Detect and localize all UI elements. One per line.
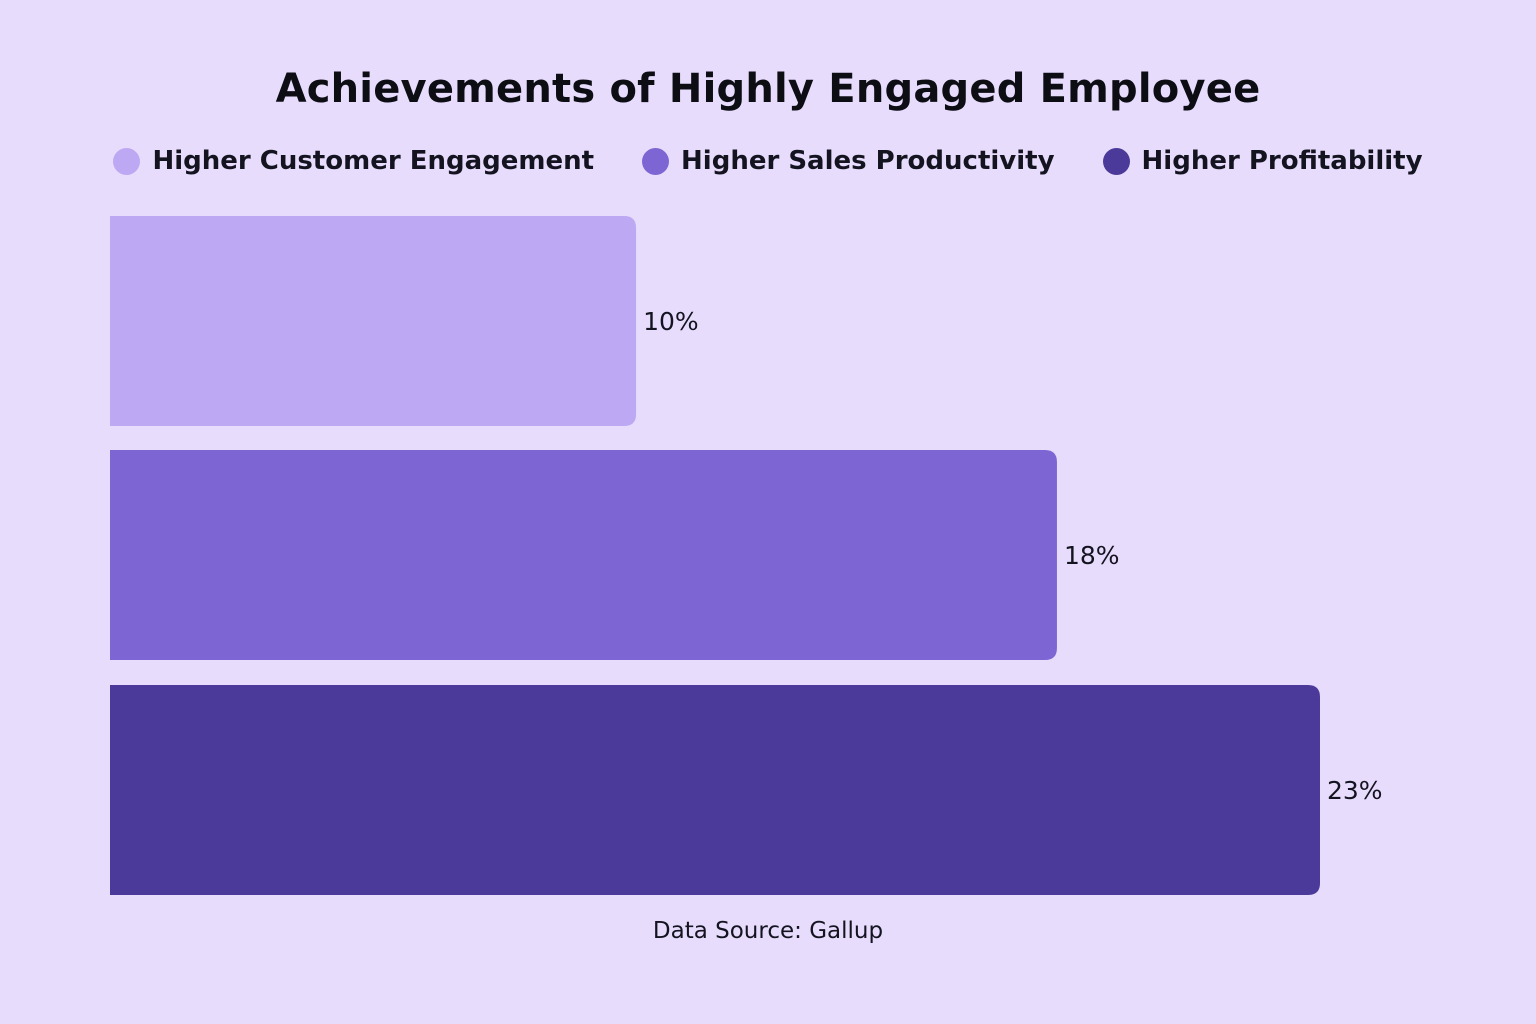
legend-swatch-customer-engagement (113, 147, 141, 175)
legend-swatch-sales-productivity (642, 147, 670, 175)
data-label-profitability: 23% (1327, 776, 1383, 805)
chart-title: Achievements of Highly Engaged Employee (275, 66, 1261, 112)
bar-sales-productivity (110, 450, 1057, 660)
legend-label-sales-productivity: Higher Sales Productivity (681, 146, 1055, 176)
legend-item-sales-productivity: Higher Sales Productivity (642, 146, 1055, 176)
data-source-note: Data Source: Gallup (652, 918, 884, 944)
data-label-sales-productivity: 18% (1064, 541, 1120, 570)
chart-legend: Higher Customer Engagement Higher Sales … (0, 146, 1536, 176)
legend-item-profitability: Higher Profitability (1102, 146, 1423, 176)
legend-swatch-profitability (1102, 147, 1130, 175)
legend-label-customer-engagement: Higher Customer Engagement (152, 146, 595, 176)
legend-item-customer-engagement: Higher Customer Engagement (113, 146, 594, 176)
legend-label-profitability: Higher Profitability (1141, 146, 1423, 176)
bar-profitability (110, 685, 1320, 895)
bar-customer-engagement (110, 216, 637, 426)
data-label-customer-engagement: 10% (643, 307, 699, 336)
